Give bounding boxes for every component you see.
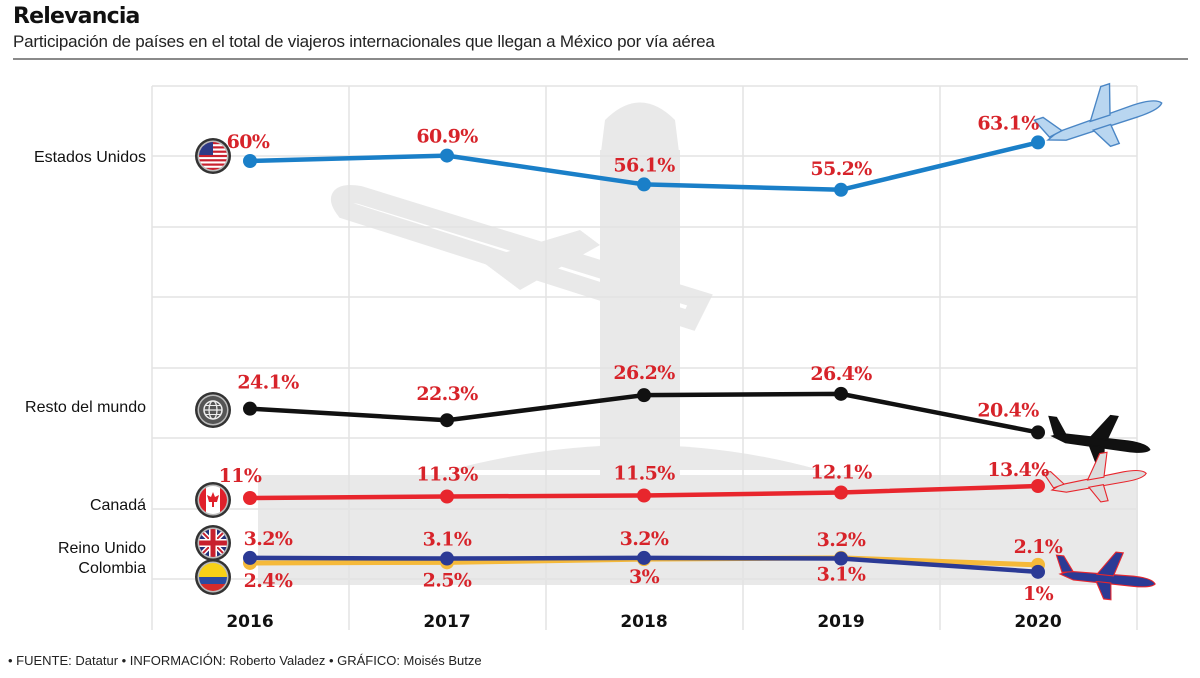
data-point-reino-unido-2018 — [637, 550, 651, 565]
data-label-estados-unidos-2018: 56.1% — [613, 154, 675, 176]
data-label-estados-unidos-2017: 60.9% — [416, 126, 478, 148]
globe-icon — [195, 392, 231, 428]
category-labels: Estados Unidos Resto del mundo Canadá Reino… — [25, 149, 146, 577]
flag-icons — [195, 138, 231, 595]
data-point-resto-del-mundo-2018 — [637, 388, 651, 403]
data-point-estados-unidos-2019 — [834, 182, 848, 197]
x-axis-ticks: 2016 2017 2018 2019 2020 — [226, 612, 1061, 632]
x-tick-2016: 2016 — [226, 612, 273, 632]
data-label-colombia-2016: 2.4% — [244, 570, 293, 592]
data-point-resto-del-mundo-2020 — [1031, 425, 1045, 440]
category-label-resto-del-mundo: Resto del mundo — [25, 399, 146, 416]
data-label-colombia-2017: 2.5% — [423, 569, 472, 591]
data-label-canada-2019: 12.1% — [810, 462, 872, 484]
data-point-estados-unidos-2020 — [1031, 135, 1045, 150]
data-label-estados-unidos-2019: 55.2% — [810, 158, 872, 180]
data-label-canada-2020: 13.4% — [987, 459, 1049, 481]
data-point-reino-unido-2017 — [440, 551, 454, 566]
category-label-canada: Canadá — [90, 497, 146, 514]
data-point-canada-2016 — [243, 491, 257, 505]
header-divider — [13, 58, 1188, 60]
data-label-resto-del-mundo-2019: 26.4% — [810, 363, 872, 385]
data-label-reino-unido-2016: 3.2% — [244, 528, 293, 550]
x-tick-2017: 2017 — [423, 612, 470, 632]
x-tick-2018: 2018 — [620, 612, 667, 632]
grid — [151, 85, 1138, 630]
data-label-reino-unido-2020: 1% — [1023, 583, 1054, 605]
data-label-resto-del-mundo-2016: 24.1% — [237, 372, 299, 394]
data-point-canada-2018 — [637, 488, 651, 503]
category-label-estados-unidos: Estados Unidos — [34, 149, 146, 166]
plane-silhouette-wing — [480, 230, 600, 290]
airplane-icons — [1033, 82, 1163, 601]
data-label-colombia-2020: 2.1% — [1014, 536, 1063, 558]
data-point-canada-2020 — [1031, 479, 1045, 493]
data-point-resto-del-mundo-2017 — [440, 413, 454, 428]
data-label-canada-2017: 11.3% — [416, 464, 478, 486]
series-lines — [243, 135, 1045, 579]
data-label-reino-unido-2017: 3.1% — [423, 529, 472, 551]
airplane-navy-icon — [1055, 551, 1156, 601]
data-point-resto-del-mundo-2019 — [834, 386, 848, 401]
category-label-colombia: Colombia — [78, 560, 146, 577]
data-point-estados-unidos-2018 — [637, 177, 651, 192]
data-point-resto-del-mundo-2016 — [243, 401, 257, 416]
source-credits: • FUENTE: Datatur • INFORMACIÓN: Roberto… — [8, 653, 482, 668]
data-label-reino-unido-2019: 3.1% — [817, 564, 866, 586]
data-label-reino-unido-2018: 3.2% — [620, 528, 669, 550]
terminal-roof-silhouette — [450, 445, 820, 470]
plane-silhouette-body — [331, 185, 713, 331]
tower-top-silhouette — [600, 102, 680, 160]
data-labels: 60% 60.9% 56.1% 55.2% 63.1% 24.1% 22.3% 26.2% 26… — [219, 112, 1064, 605]
data-label-resto-del-mundo-2020: 20.4% — [977, 399, 1039, 421]
category-label-reino-unido: Reino Unido — [58, 540, 146, 557]
us-flag-icon — [195, 138, 231, 174]
data-point-reino-unido-2016 — [243, 550, 257, 565]
uk-flag-icon — [195, 525, 231, 561]
data-label-estados-unidos-2016: 60% — [227, 131, 270, 153]
colombia-flag-icon — [195, 559, 231, 595]
chart-title: Relevancia — [13, 4, 140, 29]
canada-flag-icon — [195, 482, 231, 518]
data-point-canada-2019 — [834, 485, 848, 500]
data-point-reino-unido-2020 — [1031, 564, 1045, 579]
building-silhouette — [790, 480, 930, 520]
airplane-gray-red-icon — [1042, 451, 1147, 503]
chart-subtitle: Participación de países en el total de v… — [13, 32, 715, 51]
data-label-canada-2018: 11.5% — [613, 463, 675, 485]
data-label-resto-del-mundo-2018: 26.2% — [613, 362, 675, 384]
data-label-colombia-2019: 3.2% — [817, 529, 866, 551]
data-point-estados-unidos-2016 — [243, 154, 257, 168]
data-label-estados-unidos-2020: 63.1% — [977, 112, 1039, 134]
data-label-canada-2016: 11% — [219, 465, 262, 487]
data-label-resto-del-mundo-2017: 22.3% — [416, 383, 478, 405]
data-point-reino-unido-2019 — [834, 551, 848, 566]
x-tick-2020: 2020 — [1014, 612, 1061, 632]
x-tick-2019: 2019 — [817, 612, 864, 632]
data-label-colombia-2018: 3% — [629, 566, 660, 588]
airport-silhouette-background — [258, 102, 1138, 585]
data-point-canada-2017 — [440, 489, 454, 504]
data-point-estados-unidos-2017 — [440, 148, 454, 163]
airplane-light-blue-icon — [1033, 82, 1163, 148]
